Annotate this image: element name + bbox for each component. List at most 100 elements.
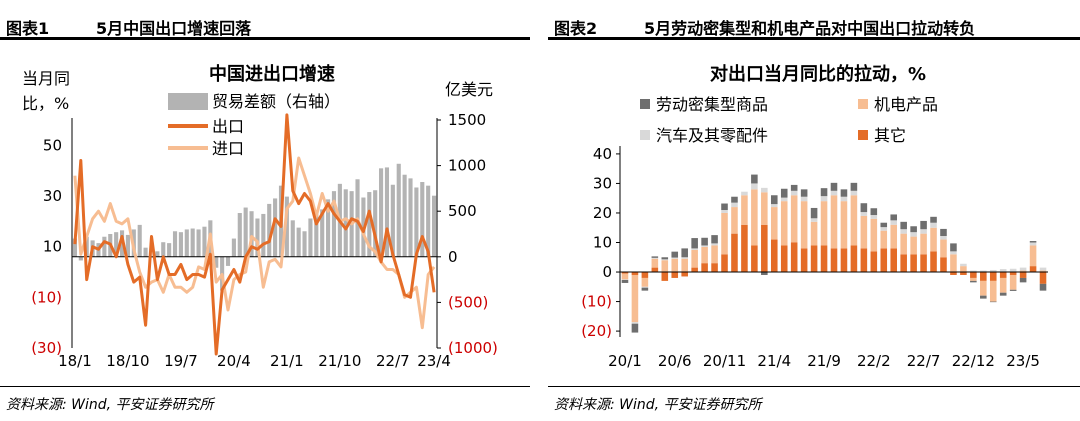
stacked-bar-segment xyxy=(1039,267,1047,271)
right-tick-label: (1000) xyxy=(448,339,498,357)
stacked-bar-segment xyxy=(790,195,798,243)
stacked-bar-segment xyxy=(770,207,778,240)
stacked-bar-segment xyxy=(970,277,977,281)
stacked-bar-segment xyxy=(930,251,937,273)
stacked-bar-segment xyxy=(1019,267,1027,271)
trade-balance-bar xyxy=(78,256,83,261)
trade-balance-bar xyxy=(243,207,248,257)
y-tick-label: 10 xyxy=(593,234,612,252)
stacked-bar-segment xyxy=(890,220,898,225)
stacked-bar-segment xyxy=(930,227,937,252)
stacked-bar-segment xyxy=(800,189,808,197)
figure-1-heading: 5月中国出口增速回落 xyxy=(96,19,252,38)
chart-1-svg: 中国进出口增速 当月同 比，% 亿美元 贸易差额（右轴） 出口 进口 50 30 1… xyxy=(22,63,498,370)
stacked-bar-segment xyxy=(910,254,917,273)
stacked-bar-segment xyxy=(721,212,728,255)
stacked-bar-segment xyxy=(661,259,669,261)
legend-swatch-labor xyxy=(640,99,650,109)
stacked-bar-segment xyxy=(741,195,748,225)
stacked-bar-segment xyxy=(711,263,718,273)
stacked-bar-segment xyxy=(691,249,698,268)
stacked-bar-segment xyxy=(1029,245,1037,267)
trade-balance-bar xyxy=(426,185,431,257)
stacked-bar-segment xyxy=(999,292,1007,296)
stacked-bar-segment xyxy=(671,257,679,259)
stacked-bar-segment xyxy=(1029,241,1037,243)
stacked-bar-segment xyxy=(731,196,738,203)
stacked-bar-segment xyxy=(830,190,838,196)
stacked-bar-segment xyxy=(641,286,649,288)
legend-swatch-other xyxy=(858,130,868,140)
stacked-bar-segment xyxy=(1039,272,1047,284)
x-tick-label: 20/4 xyxy=(217,352,251,370)
trade-balance-bar xyxy=(72,238,78,257)
stacked-bar-segment xyxy=(900,254,907,273)
stacked-bar-segment xyxy=(780,188,788,198)
stacked-bar-segment xyxy=(870,218,878,252)
left-tick-label: (10) xyxy=(31,288,62,306)
footer-rule xyxy=(548,386,1080,387)
stacked-bar-segment xyxy=(721,203,728,211)
stacked-bar-segment xyxy=(900,229,907,234)
trade-balance-bar xyxy=(172,231,178,257)
trade-balance-bar xyxy=(237,213,242,257)
stacked-bar-segment xyxy=(840,248,848,273)
trade-balance-bar xyxy=(302,231,307,257)
trade-balance-bar xyxy=(155,251,160,257)
figure-2-source: 资料来源: Wind, 平安证券研究所 xyxy=(554,397,762,413)
stacked-bar-segment xyxy=(999,269,1007,273)
stacked-bar-segment xyxy=(820,201,828,246)
trade-balance-bar xyxy=(167,243,172,257)
trade-balance-bar xyxy=(308,218,313,257)
trade-balance-bar xyxy=(290,220,295,257)
stacked-bar-segment xyxy=(711,235,718,244)
trade-balance-bar xyxy=(379,168,384,257)
figure-2-header: 图表2 5月劳动密集型和机电产品对中国出口拉动转负 xyxy=(548,12,1080,40)
x-tick-label: 21/1 xyxy=(270,352,304,370)
stacked-bar-segment xyxy=(751,183,758,190)
stacked-bar-segment xyxy=(810,221,818,246)
stacked-bar-segment xyxy=(880,227,888,231)
trade-balance-bar xyxy=(202,226,207,257)
stacked-bar-segment xyxy=(940,239,947,258)
trade-balance-bar xyxy=(178,232,183,257)
stacked-bar-segment xyxy=(1029,266,1037,273)
stacked-bar-segment xyxy=(830,248,838,273)
stacked-bar-segment xyxy=(900,221,907,230)
stacked-bar-segment xyxy=(661,260,669,273)
x-tick-label: 21/4 xyxy=(757,352,791,370)
y-tick-label: 20 xyxy=(593,204,612,222)
stacked-bar-segment xyxy=(900,233,907,255)
x-tick-label: 19/7 xyxy=(164,352,198,370)
stacked-bar-segment xyxy=(1009,272,1017,275)
stacked-bar-segment xyxy=(910,236,917,255)
header-rule xyxy=(0,37,530,40)
stacked-bar-segment xyxy=(920,220,927,230)
x-tick-label: 23/5 xyxy=(1006,352,1040,370)
stacked-bar-segment xyxy=(890,248,898,273)
y-tick-label: 40 xyxy=(593,145,612,163)
stacked-bar-segment xyxy=(780,201,788,246)
stacked-bar-segment xyxy=(800,248,808,273)
stacked-bar-segment xyxy=(1019,277,1027,283)
stacked-bar-segment xyxy=(780,245,788,273)
stacked-bar-segment xyxy=(1009,274,1017,290)
x-tick-label: 21/9 xyxy=(807,352,841,370)
stacked-bar-segment xyxy=(980,280,987,296)
trade-balance-bar xyxy=(284,196,289,257)
stacked-bar-segment xyxy=(751,174,758,184)
import-growth-line xyxy=(73,156,436,330)
legend-label-auto: 汽车及其零配件 xyxy=(656,126,768,145)
trade-balance-bar xyxy=(343,189,348,257)
trade-balance-bar xyxy=(314,210,319,257)
stacked-bar-segment xyxy=(940,257,947,273)
stacked-bar-segment xyxy=(731,207,738,234)
stacked-bar-segment xyxy=(701,237,708,246)
y-tick-label: (20) xyxy=(581,322,612,340)
figure-1-source: 资料来源: Wind, 平安证券研究所 xyxy=(6,397,214,413)
trade-balance-bar xyxy=(196,229,201,257)
trade-balance-bar xyxy=(214,256,219,268)
stacked-bar-segment xyxy=(989,280,997,302)
x-tick-label: 22/2 xyxy=(857,352,891,370)
figure-2-panel: 图表2 5月劳动密集型和机电产品对中国出口拉动转负 对出口当月同比的拉动，% 劳… xyxy=(548,0,1080,421)
